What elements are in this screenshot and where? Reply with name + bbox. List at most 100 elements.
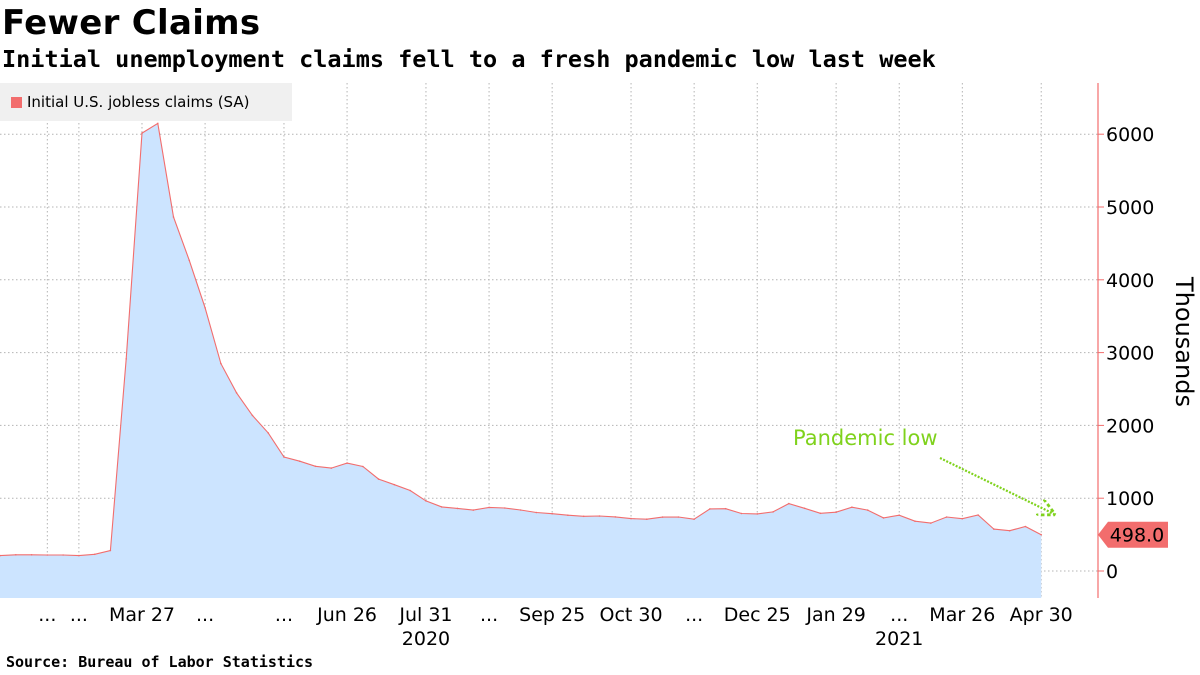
series-area (0, 123, 1042, 599)
data-point (693, 518, 695, 520)
data-point (993, 528, 995, 530)
data-point (172, 216, 175, 218)
data-point (630, 517, 632, 520)
annotation-arrow (939, 457, 1054, 514)
x-tick-label: ... (196, 604, 214, 626)
data-point (62, 554, 64, 556)
data-point (425, 500, 427, 502)
data-point (567, 514, 569, 516)
data-point (251, 414, 254, 417)
data-point (314, 465, 317, 468)
data-point (235, 392, 238, 394)
data-point (740, 512, 743, 515)
x-tick-label: Jul 31 (398, 604, 452, 626)
data-point (977, 514, 979, 516)
data-point (204, 307, 206, 309)
data-point (362, 465, 364, 468)
data-point (709, 508, 711, 510)
data-point (614, 516, 617, 518)
data-point (756, 513, 759, 515)
data-point (30, 554, 33, 556)
y-axis-title: Thousands (1170, 276, 1198, 407)
data-point (346, 462, 348, 464)
y-tick-label: 5000 (1106, 197, 1154, 219)
data-point (298, 460, 301, 463)
x-tick-label: Oct 30 (600, 604, 663, 626)
data-point (504, 507, 506, 509)
data-point (157, 122, 159, 125)
x-tick-label: ... (685, 604, 703, 626)
data-point (188, 259, 191, 262)
y-tick-label: 0 (1106, 561, 1118, 583)
data-point (835, 511, 837, 513)
last-value-badge: 498.0 (1098, 521, 1168, 548)
x-tick-label: ... (890, 604, 908, 626)
data-point (283, 456, 285, 458)
x-tick-label: ... (38, 604, 56, 626)
data-point (866, 509, 869, 511)
data-point (772, 511, 774, 513)
data-point (724, 507, 727, 510)
data-point (472, 509, 475, 511)
year-label: 2021 (875, 628, 923, 650)
data-point (377, 478, 380, 480)
y-tick-label: 4000 (1106, 270, 1154, 292)
x-tick-label: Mar 26 (929, 604, 995, 626)
x-tick-label: Jan 29 (805, 604, 866, 626)
data-point (598, 515, 601, 517)
data-point (535, 511, 538, 514)
data-point (661, 516, 664, 518)
data-point (882, 517, 885, 519)
data-point (914, 520, 916, 522)
y-tick-label: 2000 (1106, 415, 1154, 437)
x-tick-label: Sep 25 (519, 604, 585, 626)
data-point (267, 432, 270, 434)
x-tick-label: Dec 25 (724, 604, 791, 626)
x-tick-label: ... (70, 604, 88, 626)
data-point (1024, 525, 1027, 528)
last-value-label: 498.0 (1110, 525, 1164, 547)
chart-subtitle: Initial unemployment claims fell to a fr… (2, 45, 936, 73)
data-point (1040, 533, 1042, 536)
data-point (803, 507, 806, 510)
data-point (409, 489, 412, 492)
data-point (440, 506, 443, 508)
data-point (930, 522, 932, 524)
y-tick-label: 1000 (1106, 488, 1154, 510)
data-point (78, 554, 80, 557)
data-point (330, 467, 333, 469)
data-point (677, 516, 680, 518)
data-point (582, 515, 585, 518)
x-tick-label: Mar 27 (109, 604, 175, 626)
x-tick-label: Jun 26 (316, 604, 377, 626)
data-point (1008, 529, 1011, 532)
data-point (220, 362, 222, 365)
data-point (15, 554, 17, 556)
annotation-label: Pandemic low (793, 426, 938, 450)
data-point (393, 483, 396, 486)
data-point (109, 549, 112, 552)
last-value-badge-bg (1098, 521, 1168, 548)
data-point (945, 516, 948, 518)
data-point (456, 507, 459, 510)
legend-label: Initial U.S. jobless claims (SA) (27, 93, 250, 111)
x-tick-label: ... (275, 604, 293, 626)
chart-title: Fewer Claims (2, 3, 261, 43)
data-point (141, 132, 143, 134)
data-point (519, 509, 522, 511)
y-tick-label: 3000 (1106, 343, 1154, 365)
data-point (125, 358, 127, 360)
data-point (488, 506, 490, 509)
data-point (646, 518, 648, 520)
x-tick-label: Apr 30 (1010, 604, 1073, 626)
x-tick-label: ... (480, 604, 498, 626)
data-point (898, 514, 900, 516)
data-point (851, 506, 853, 509)
data-point (788, 502, 790, 505)
legend-swatch (11, 96, 22, 108)
data-point (46, 554, 49, 556)
year-label: 2020 (402, 628, 450, 650)
data-point (961, 517, 964, 520)
y-tick-label: 6000 (1106, 124, 1154, 146)
